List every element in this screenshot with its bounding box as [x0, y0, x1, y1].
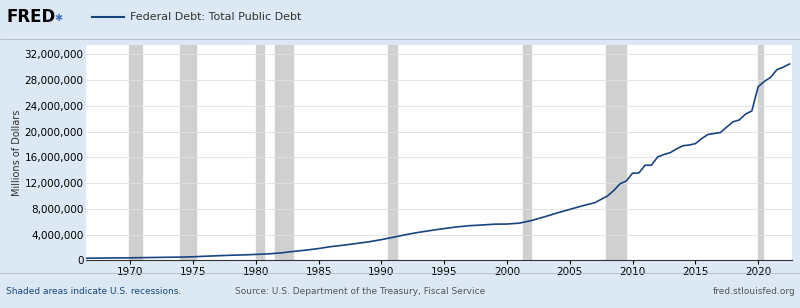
Bar — [256, 45, 264, 260]
Bar — [758, 45, 763, 260]
Text: fred.stlouisfed.org: fred.stlouisfed.org — [714, 286, 796, 296]
Text: Source: U.S. Department of the Treasury, Fiscal Service: Source: U.S. Department of the Treasury,… — [235, 286, 485, 296]
Y-axis label: Millions of Dollars: Millions of Dollars — [12, 109, 22, 196]
Text: ✱: ✱ — [54, 14, 62, 23]
Bar — [130, 45, 142, 260]
Text: Shaded areas indicate U.S. recessions.: Shaded areas indicate U.S. recessions. — [6, 286, 182, 296]
Bar — [606, 45, 626, 260]
Bar — [179, 45, 196, 260]
Bar — [522, 45, 531, 260]
Bar — [274, 45, 293, 260]
Bar — [388, 45, 397, 260]
Text: FRED: FRED — [6, 8, 56, 26]
Text: Federal Debt: Total Public Debt: Federal Debt: Total Public Debt — [130, 12, 302, 22]
